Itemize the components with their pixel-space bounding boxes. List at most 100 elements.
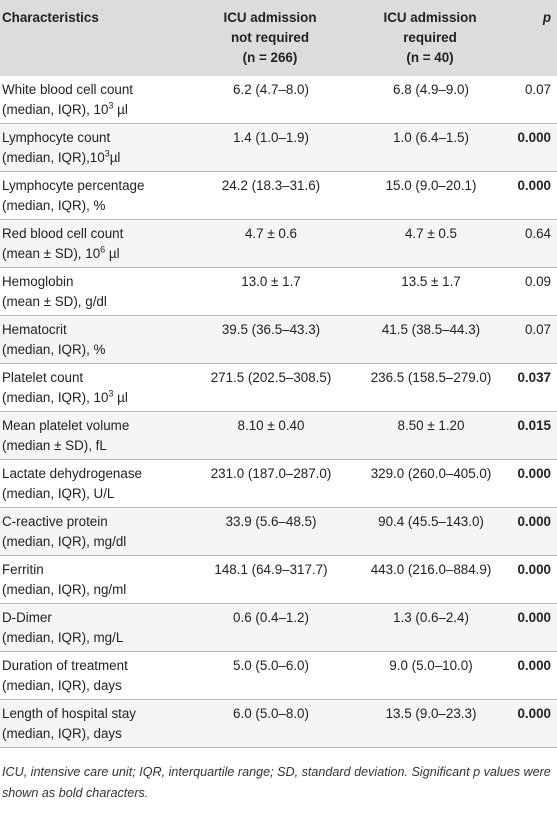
cell-icu-required: 8.50 ± 1.20 xyxy=(397,418,465,433)
table-row: Mean platelet volume (median ± SD), fL 8.1… xyxy=(0,411,557,460)
header-col3-line1: ICU admission xyxy=(383,10,477,25)
cell-icu-not-required: 5.0 (5.0–6.0) xyxy=(233,658,309,673)
cell-icu-required: 13.5 ± 1.7 xyxy=(401,274,461,289)
characteristic-unit: (median, IQR), U/L xyxy=(2,484,188,504)
unit-text: (median, IQR), days xyxy=(2,726,122,741)
cell-icu-required: 13.5 (9.0–23.3) xyxy=(385,706,477,721)
unit-suffix: µl xyxy=(109,150,121,165)
cell-p-value: 0.000 xyxy=(517,658,551,673)
cell-icu-required: 9.0 (5.0–10.0) xyxy=(389,658,473,673)
header-col2-line2: not required xyxy=(230,30,310,45)
cell-characteristic: Red blood cell count (mean ± SD), 106 µl xyxy=(0,220,190,268)
cell-characteristic: Length of hospital stay (median, IQR), da… xyxy=(0,700,190,748)
table-row: Lymphocyte count (median, IQR),103µl 1.4 (… xyxy=(0,123,557,172)
table-row: Ferritin (median, IQR), ng/ml 148.1 (64.9–… xyxy=(0,555,557,604)
cell-characteristic: Mean platelet volume (median ± SD), fL xyxy=(0,412,190,460)
table-row: D-Dimer (median, IQR), mg/L 0.6 (0.4–1.2) 1… xyxy=(0,603,557,652)
cell-characteristic: White blood cell count (median, IQR), 103… xyxy=(0,76,190,124)
cell-icu-required: 90.4 (45.5–143.0) xyxy=(378,514,484,529)
cell-icu-required: 1.3 (0.6–2.4) xyxy=(393,610,469,625)
header-col3-line2: required xyxy=(403,30,457,45)
cell-p-value: 0.000 xyxy=(517,178,551,193)
unit-text: (median, IQR), mg/dl xyxy=(2,534,127,549)
unit-text: (median ± SD), fL xyxy=(2,438,107,453)
cell-icu-required: 329.0 (260.0–405.0) xyxy=(370,466,492,481)
cell-characteristic: Ferritin (median, IQR), ng/ml xyxy=(0,556,190,604)
unit-text: (mean ± SD), 10 xyxy=(2,246,101,261)
header-icu-required: ICU admission required (n = 40) xyxy=(350,0,510,76)
characteristic-unit: (median, IQR), days xyxy=(2,676,188,696)
table-row: Platelet count (median, IQR), 103 µl 271.5… xyxy=(0,363,557,412)
characteristic-unit: (median ± SD), fL xyxy=(2,436,188,456)
cell-icu-required: 6.8 (4.9–9.0) xyxy=(393,82,469,97)
cell-icu-not-required: 0.6 (0.4–1.2) xyxy=(233,610,309,625)
cell-p-value: 0.000 xyxy=(517,706,551,721)
cell-icu-not-required: 148.1 (64.9–317.7) xyxy=(214,562,328,577)
cell-p-value: 0.09 xyxy=(524,274,551,289)
unit-exponent: 3 xyxy=(108,388,114,399)
header-col2-line3: (n = 266) xyxy=(242,50,298,65)
characteristic-unit: (median, IQR), days xyxy=(2,724,188,744)
cell-characteristic: Hemoglobin (mean ± SD), g/dl xyxy=(0,268,190,316)
cell-icu-not-required: 13.0 ± 1.7 xyxy=(241,274,301,289)
table-header: Characteristics ICU admission not requir… xyxy=(0,0,557,76)
cell-p-value: 0.000 xyxy=(517,514,551,529)
unit-text: (median, IQR), days xyxy=(2,678,122,693)
characteristic-unit: (median, IQR), ng/ml xyxy=(2,580,188,600)
table-row: Duration of treatment (median, IQR), days… xyxy=(0,651,557,700)
unit-exponent: 3 xyxy=(108,100,114,111)
cell-icu-required: 41.5 (38.5–44.3) xyxy=(381,322,481,337)
cell-characteristic: C-reactive protein (median, IQR), mg/dl xyxy=(0,508,190,556)
characteristic-unit: (median, IQR), 103 µl xyxy=(2,100,188,120)
characteristic-unit: (median, IQR), mg/L xyxy=(2,628,188,648)
cell-characteristic: D-Dimer (median, IQR), mg/L xyxy=(0,604,190,652)
cell-icu-required: 236.5 (158.5–279.0) xyxy=(370,370,492,385)
characteristic-name: Hemoglobin xyxy=(2,274,74,289)
header-col2-line1: ICU admission xyxy=(223,10,317,25)
characteristic-name: Length of hospital stay xyxy=(2,706,136,721)
cell-p-value: 0.07 xyxy=(524,322,551,337)
table-row: Lactate dehydrogenase (median, IQR), U/L 2… xyxy=(0,459,557,508)
lab-results-table: Characteristics ICU admission not requir… xyxy=(0,0,557,748)
table-body: White blood cell count (median, IQR), 103… xyxy=(0,76,557,748)
cell-icu-not-required: 39.5 (36.5–43.3) xyxy=(221,322,321,337)
cell-p-value: 0.037 xyxy=(517,370,551,385)
characteristic-unit: (median, IQR), 103 µl xyxy=(2,388,188,408)
cell-icu-not-required: 271.5 (202.5–308.5) xyxy=(210,370,332,385)
table-row: Hematocrit (median, IQR), % 39.5 (36.5–43.… xyxy=(0,315,557,364)
cell-icu-required: 443.0 (216.0–884.9) xyxy=(370,562,492,577)
unit-exponent: 6 xyxy=(100,244,106,255)
unit-text: (median, IQR), 10 xyxy=(2,390,109,405)
cell-p-value: 0.015 xyxy=(517,418,551,433)
unit-suffix: µl xyxy=(113,102,128,117)
unit-text: (median, IQR), U/L xyxy=(2,486,115,501)
unit-suffix: µl xyxy=(105,246,120,261)
table-row: Red blood cell count (mean ± SD), 106 µl 4… xyxy=(0,219,557,268)
unit-text: (median, IQR), % xyxy=(2,198,106,213)
header-row: Characteristics ICU admission not requir… xyxy=(0,0,557,76)
characteristic-name: Duration of treatment xyxy=(2,658,128,673)
cell-icu-not-required: 6.2 (4.7–8.0) xyxy=(233,82,309,97)
cell-characteristic: Lactate dehydrogenase (median, IQR), U/L xyxy=(0,460,190,508)
cell-p-value: 0.000 xyxy=(517,562,551,577)
cell-characteristic: Lymphocyte count (median, IQR),103µl xyxy=(0,124,190,172)
unit-suffix: µl xyxy=(113,390,128,405)
header-characteristics: Characteristics xyxy=(2,10,99,25)
cell-icu-not-required: 24.2 (18.3–31.6) xyxy=(221,178,321,193)
characteristic-unit: (median, IQR), mg/dl xyxy=(2,532,188,552)
characteristic-name: Ferritin xyxy=(2,562,44,577)
table-row: Lymphocyte percentage (median, IQR), % 24.… xyxy=(0,171,557,220)
cell-icu-not-required: 231.0 (187.0–287.0) xyxy=(210,466,332,481)
cell-icu-not-required: 6.0 (5.0–8.0) xyxy=(233,706,309,721)
cell-icu-not-required: 33.9 (5.6–48.5) xyxy=(225,514,317,529)
characteristic-unit: (median, IQR),103µl xyxy=(2,148,188,168)
characteristic-name: Mean platelet volume xyxy=(2,418,130,433)
characteristic-unit: (mean ± SD), g/dl xyxy=(2,292,188,312)
header-icu-not-required: ICU admission not required (n = 266) xyxy=(190,0,350,76)
cell-p-value: 0.000 xyxy=(517,130,551,145)
characteristic-name: White blood cell count xyxy=(2,82,134,97)
unit-text: (median, IQR), mg/L xyxy=(2,630,124,645)
cell-icu-required: 4.7 ± 0.5 xyxy=(404,226,458,241)
characteristic-name: Hematocrit xyxy=(2,322,67,337)
